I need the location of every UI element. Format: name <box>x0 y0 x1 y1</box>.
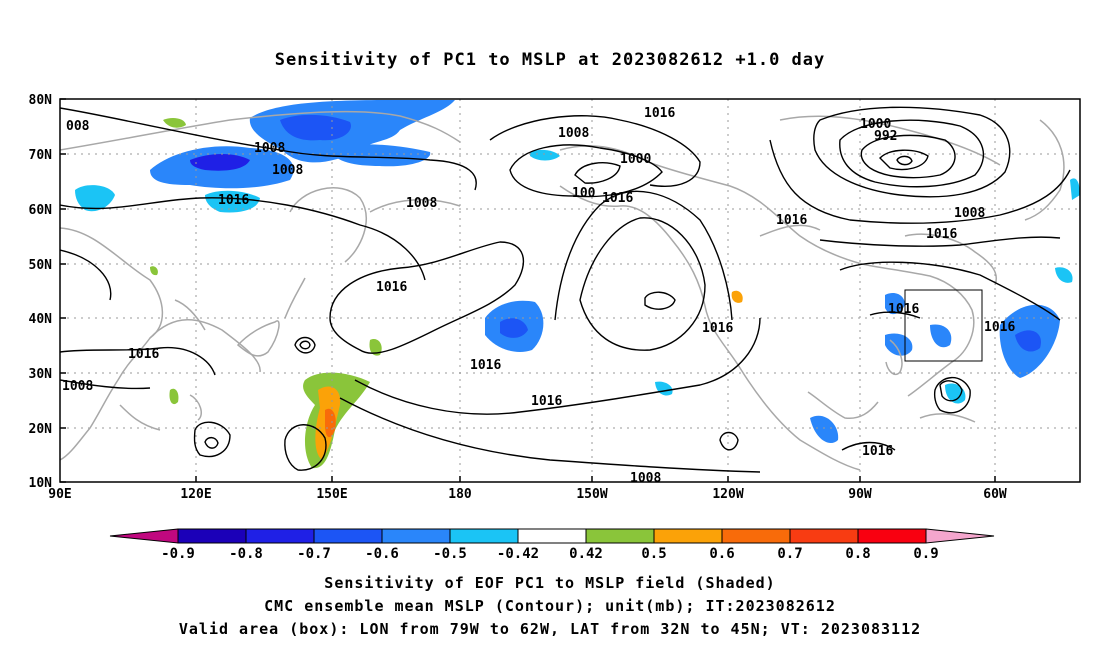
lon-label: 150E <box>316 487 347 502</box>
contour-label: 1016 <box>862 444 893 459</box>
lon-label: 120E <box>180 487 211 502</box>
contour-label: 1016 <box>644 106 675 121</box>
colorbar-label: -0.8 <box>229 546 263 562</box>
colorbar-label: 0.7 <box>777 546 802 562</box>
lat-label: 80N <box>29 93 53 108</box>
lat-label: 20N <box>29 422 53 437</box>
map-title: Sensitivity of PC1 to MSLP at 2023082612… <box>274 50 826 70</box>
colorbar-label: 0.42 <box>569 546 603 562</box>
contour-label: 1016 <box>984 320 1015 335</box>
sensitivity-shading <box>75 100 1080 469</box>
mslp-contours <box>60 106 1071 473</box>
colorbar-label: 0.9 <box>913 546 938 562</box>
lon-label: 60W <box>983 487 1007 502</box>
contour-label: 1008 <box>272 163 303 178</box>
colorbar-label: -0.5 <box>433 546 467 562</box>
contour-label: 1000 <box>860 117 891 132</box>
contour-label: 1016 <box>376 280 407 295</box>
lat-label: 10N <box>29 476 53 491</box>
lon-label: 90E <box>48 487 71 502</box>
caption-shading: Sensitivity of EOF PC1 to MSLP field (Sh… <box>324 574 776 592</box>
colorbar-segment <box>381 528 451 544</box>
contour-label: 100 <box>572 186 596 201</box>
contour-label: 992 <box>874 129 897 144</box>
colorbar-arrow-right <box>925 528 995 544</box>
lat-label: 30N <box>29 367 53 382</box>
contour-label: 1008 <box>406 196 437 211</box>
contour-label: 1016 <box>888 302 919 317</box>
lat-label: 40N <box>29 312 53 327</box>
colorbar-segment <box>313 528 383 544</box>
contour-label: 1008 <box>954 206 985 221</box>
contour-label: 1008 <box>254 141 285 156</box>
contour-label: 1016 <box>926 227 957 242</box>
contour-label: 1000 <box>620 152 651 167</box>
colorbar-labels: -0.9 -0.8 -0.7 -0.6 -0.5 -0.42 0.42 0.5 … <box>161 546 939 562</box>
lat-label: 70N <box>29 148 53 163</box>
colorbar-label: -0.42 <box>497 546 539 562</box>
latitude-labels: 80N 70N 60N 50N 40N 30N 20N 10N <box>29 93 53 491</box>
contour-label: 1008 <box>558 126 589 141</box>
contour-label: 1016 <box>602 191 633 206</box>
longitude-labels: 90E 120E 150E 180 150W 120W 90W 60W <box>48 487 1007 502</box>
colorbar-label: 0.6 <box>709 546 734 562</box>
contour-label: 1016 <box>702 321 733 336</box>
plot-frame <box>59 98 1081 483</box>
contour-label: 1008 <box>630 471 661 486</box>
contour-label: 1016 <box>218 193 249 208</box>
contour-label: 1016 <box>128 347 159 362</box>
contour-label: 1016 <box>531 394 562 409</box>
caption-contour: CMC ensemble mean MSLP (Contour); unit(m… <box>264 597 836 615</box>
colorbar-segment <box>857 528 927 544</box>
colorbar <box>109 528 995 544</box>
contour-labels: 008 1008 1008 1016 1008 1008 1016 1016 1… <box>62 106 1015 486</box>
colorbar-label: -0.9 <box>161 546 195 562</box>
colorbar-segment <box>653 528 723 544</box>
lon-label: 180 <box>448 487 472 502</box>
colorbar-segment <box>789 528 859 544</box>
lon-label: 150W <box>576 487 607 502</box>
lat-label: 50N <box>29 258 53 273</box>
lon-label: 90W <box>848 487 872 502</box>
coastlines <box>60 110 1065 471</box>
colorbar-segment <box>245 528 315 544</box>
caption-valid-area: Valid area (box): LON from 79W to 62W, L… <box>178 620 922 638</box>
contour-label: 1008 <box>62 379 93 394</box>
contour-label: 1016 <box>470 358 501 373</box>
axis-ticks <box>60 98 996 483</box>
colorbar-arrow-left <box>109 528 179 544</box>
colorbar-label: -0.6 <box>365 546 399 562</box>
contour-label: 1016 <box>776 213 807 228</box>
lon-label: 120W <box>712 487 743 502</box>
colorbar-segment <box>177 528 247 544</box>
colorbar-segment <box>721 528 791 544</box>
valid-area-box <box>904 289 983 362</box>
contour-label: 008 <box>66 119 90 134</box>
colorbar-segment <box>449 528 519 544</box>
lat-label: 60N <box>29 203 53 218</box>
colorbar-label: -0.7 <box>297 546 331 562</box>
colorbar-label: 0.8 <box>845 546 870 562</box>
colorbar-segment <box>517 528 587 544</box>
colorbar-segment <box>585 528 655 544</box>
colorbar-label: 0.5 <box>641 546 666 562</box>
